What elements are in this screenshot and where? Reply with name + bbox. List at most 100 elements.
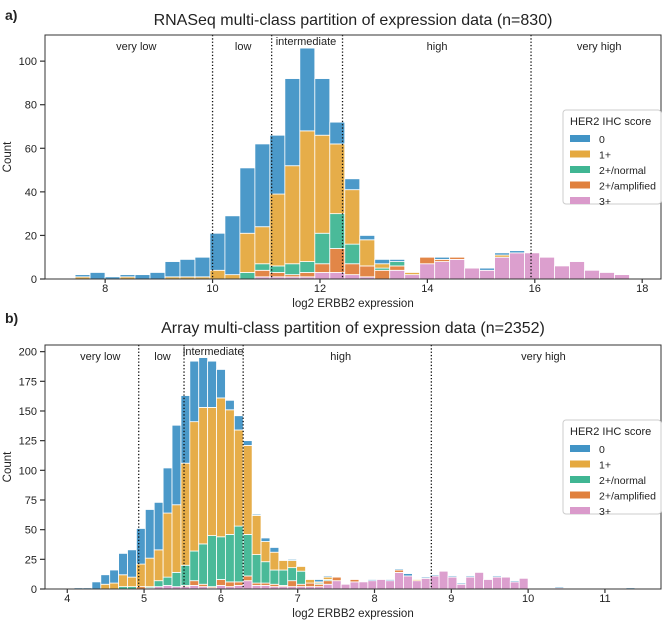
- legend-swatch-0: [570, 135, 590, 142]
- bar-3--bin-31: [340, 583, 351, 590]
- region-label: very low: [80, 351, 120, 363]
- bar-0-bin-7: [127, 549, 137, 578]
- bar-1--bin-20: [242, 445, 253, 535]
- y-tick-label: 40: [25, 187, 37, 199]
- bar-2-amplified-bin-16: [314, 263, 331, 273]
- bar-3--bin-27: [479, 269, 496, 280]
- x-axis-label: log2 ERBB2 expression: [292, 298, 413, 310]
- bar-3--bin-50: [509, 581, 520, 590]
- bar-1--bin-17: [216, 397, 226, 538]
- y-tick-label: 75: [25, 495, 37, 507]
- y-tick-label: 100: [19, 465, 37, 477]
- bar-2-amplified-bin-15: [299, 272, 316, 278]
- panel-b: b) Array multi-class partition of express…: [2, 310, 662, 620]
- bar-0-bin-7: [179, 258, 196, 278]
- bar-2-amplified-bin-29: [322, 580, 333, 585]
- bar-0-bin-34: [367, 579, 378, 582]
- x-tick-label: 14: [421, 283, 433, 295]
- legend-title: HER2 IHC score: [570, 116, 651, 128]
- x-tick-label: 7: [295, 593, 301, 605]
- bar-3--bin-24: [434, 261, 451, 280]
- bar-0-bin-40: [420, 576, 431, 579]
- bar-1--bin-21: [251, 515, 262, 555]
- bar-3--bin-32: [349, 581, 360, 590]
- bar-1--bin-25: [287, 560, 298, 569]
- legend-title: HER2 IHC score: [570, 426, 651, 438]
- bar-0-bin-19: [359, 235, 376, 241]
- bar-1--bin-12: [254, 226, 271, 265]
- y-tick-label: 0: [31, 584, 37, 596]
- bar-0-bin-5: [109, 569, 120, 584]
- x-tick-label: 11: [599, 593, 610, 605]
- bar-3--bin-32: [554, 265, 570, 280]
- bar-3--bin-31: [539, 256, 555, 280]
- bar-0-bin-12: [171, 424, 182, 506]
- bar-0-bin-14: [189, 360, 200, 423]
- bar-1--bin-26: [296, 566, 306, 572]
- bar-0-bin-6: [118, 552, 128, 576]
- legend-swatch-2-amplified: [570, 181, 590, 189]
- x-tick-label: 8: [371, 593, 377, 605]
- bar-2-amplified-bin-23: [419, 256, 436, 265]
- y-tick-label: 0: [31, 274, 37, 286]
- y-tick-label: 25: [25, 554, 37, 566]
- bar-1--bin-11: [162, 512, 173, 578]
- bar-2-normal-bin-22: [260, 561, 271, 584]
- bar-0-bin-14: [284, 78, 301, 167]
- bar-0-bin-3: [119, 274, 136, 278]
- bar-2-normal-bin-11: [162, 576, 173, 586]
- bar-2-amplified-bin-27: [305, 582, 315, 588]
- bar-2-normal-bin-15: [198, 543, 209, 585]
- bar-1--bin-9: [209, 269, 226, 280]
- bar-0-bin-50: [509, 580, 520, 583]
- y-tick-label: 150: [19, 406, 37, 418]
- panel-label: b): [5, 310, 18, 326]
- bar-3--bin-34: [367, 580, 378, 590]
- bar-2-amplified-bin-25: [287, 580, 298, 588]
- bar-3--bin-34: [584, 269, 600, 280]
- bar-1--bin-22: [260, 541, 271, 563]
- bar-1--bin-6: [118, 574, 128, 588]
- bar-0-bin-11: [162, 467, 173, 514]
- bar-2-normal-bin-23: [269, 569, 280, 585]
- legend-entry: 2+/amplified: [599, 491, 656, 503]
- bar-0-bin-27: [479, 267, 496, 271]
- bar-0-bin-29: [509, 250, 525, 254]
- bar-0-bin-44: [456, 582, 467, 585]
- bar-3--bin-21: [389, 269, 406, 280]
- bar-2-normal-bin-24: [278, 569, 289, 586]
- bar-0-bin-11: [239, 167, 256, 234]
- bar-3--bin-33: [569, 261, 585, 280]
- bar-3--bin-45: [465, 576, 476, 590]
- bar-3--bin-18: [344, 274, 361, 280]
- bar-0-bin-4: [134, 274, 151, 280]
- y-tick-label: 60: [25, 143, 37, 155]
- bar-1--bin-14: [284, 165, 301, 265]
- bar-2-normal-bin-20: [242, 534, 253, 577]
- y-axis-label: Count: [2, 451, 14, 482]
- bar-0-bin-3: [91, 581, 102, 590]
- bar-0-bin-45: [465, 575, 476, 578]
- bar-3--bin-19: [233, 585, 244, 590]
- bar-3--bin-51: [518, 577, 529, 590]
- x-tick-label: 4: [64, 593, 70, 605]
- bar-3--bin-21: [251, 585, 262, 590]
- bar-1--bin-19: [359, 239, 376, 267]
- x-tick-label: 8: [102, 283, 108, 295]
- region-label: low: [235, 41, 252, 53]
- bar-3--bin-28: [494, 256, 511, 280]
- bar-2-normal-bin-14: [284, 263, 301, 276]
- bar-0-bin-16: [207, 360, 217, 408]
- bar-1--bin-16: [314, 134, 331, 234]
- bar-2-amplified-bin-12: [254, 269, 271, 278]
- bar-2-amplified-bin-30: [331, 576, 342, 582]
- bar-0-bin-23: [269, 547, 280, 553]
- legend-entry: 3+: [599, 196, 611, 208]
- legend-swatch-2-amplified: [570, 491, 590, 499]
- x-tick-label: 12: [314, 283, 326, 295]
- bar-1--bin-23: [269, 551, 280, 571]
- region-label: very low: [116, 41, 156, 53]
- bar-0-bin-17: [329, 121, 346, 145]
- bar-0-bin-16: [314, 78, 331, 136]
